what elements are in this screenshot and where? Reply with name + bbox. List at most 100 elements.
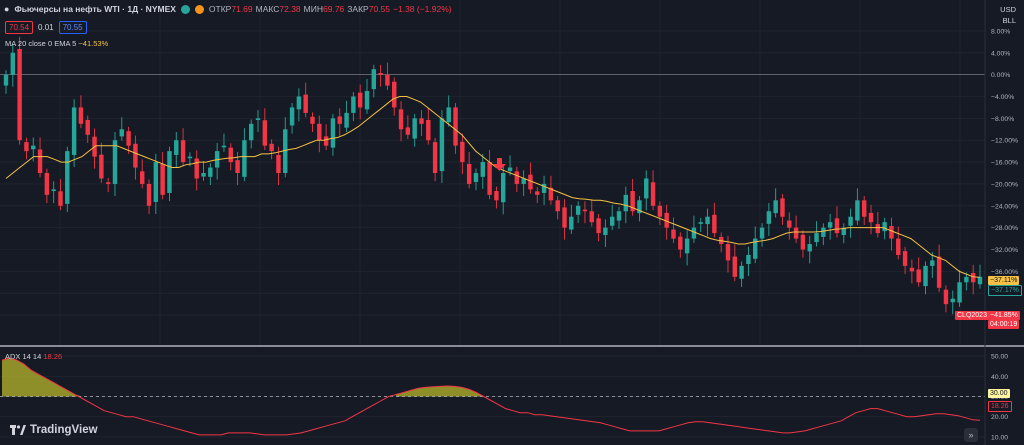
symbol-title[interactable]: Фьючерсы на нефть WTI · 1Д · NYMEX — [14, 4, 176, 14]
candle-body — [848, 216, 853, 226]
scroll-to-realtime-button[interactable]: » — [964, 428, 978, 442]
ohlc-value: −1.38 (−1.92%) — [393, 4, 452, 14]
ma-indicator-label: MA 20 close 0 EMA 5 — [5, 39, 77, 48]
candle-body — [909, 267, 915, 272]
candle-body — [507, 167, 513, 172]
candle-body — [187, 156, 193, 159]
candle-body — [208, 167, 213, 177]
candle-body — [248, 123, 254, 141]
candle-body — [460, 141, 465, 163]
candle-body — [201, 173, 206, 177]
candle-body — [44, 173, 50, 195]
delayed-data-icon[interactable] — [194, 4, 204, 14]
candle-body — [889, 226, 894, 239]
candle-body — [51, 189, 56, 192]
candle-body — [160, 163, 165, 195]
candle-body — [821, 227, 826, 237]
candle-body — [453, 107, 458, 146]
candle-body — [664, 212, 669, 228]
unit-label[interactable]: BLL — [1002, 16, 1016, 25]
candle-body — [337, 116, 342, 124]
ma-indicator-legend[interactable]: MA 20 close 0 EMA 5 −41.53% — [5, 39, 108, 48]
candle-body — [705, 216, 710, 225]
candle-body — [691, 227, 697, 239]
candle-body — [528, 174, 533, 190]
candle-body — [977, 276, 983, 285]
price-tick-label: −20.00% — [991, 181, 1018, 188]
price-tick-label: −32.00% — [991, 247, 1018, 254]
contract-symbol-tag: CLQ2023 — [955, 311, 989, 320]
candle-body — [112, 140, 118, 184]
candle-body — [732, 256, 738, 277]
candle-body — [283, 129, 288, 173]
candle-body — [242, 140, 247, 177]
price-tick-label: 4.00% — [991, 50, 1010, 57]
down-arrow-marker — [493, 158, 506, 171]
candle-body — [950, 298, 955, 303]
candle-body — [235, 160, 240, 173]
candle-body — [392, 81, 397, 108]
bid-ask-row: 70.54 0.01 70.55 — [5, 21, 87, 34]
candle-body — [916, 269, 921, 283]
candle-body — [303, 94, 308, 113]
candle-body — [861, 200, 867, 217]
price-tick-label: 8.00% — [991, 28, 1010, 35]
ohlc-key: МИН — [303, 4, 324, 14]
candle-body — [609, 216, 615, 226]
bar-countdown-tag: 04:00:19 — [988, 320, 1020, 329]
candle-body — [480, 162, 485, 177]
ma-price-tag: −37.11% — [988, 276, 1020, 285]
candle-body — [494, 191, 499, 201]
ohlc-key: ОТКР — [208, 4, 232, 14]
candle-body — [936, 256, 942, 288]
ohlc-value: 69.76 — [323, 4, 345, 14]
candle-body — [678, 236, 683, 250]
ohlc-value: 71.69 — [231, 4, 253, 14]
candle-body — [725, 244, 731, 261]
adx-indicator-legend[interactable]: ADX 14 14 18.26 — [5, 352, 62, 361]
candlestick-series — [3, 36, 983, 315]
price-tick-label: −36.00% — [991, 269, 1018, 276]
candle-body — [385, 74, 390, 86]
candle-body — [623, 194, 629, 212]
candle-body — [868, 212, 874, 223]
candle-body — [31, 145, 36, 150]
bid-price[interactable]: 70.54 — [5, 21, 34, 34]
adx-indicator-value: 18.26 — [43, 352, 63, 361]
candle-body — [146, 183, 152, 206]
candle-body — [10, 52, 16, 75]
brand-name: TradingView — [30, 424, 98, 436]
candle-body — [24, 142, 29, 152]
candle-body — [569, 216, 574, 230]
candle-body — [780, 198, 785, 217]
candle-body — [923, 265, 928, 287]
current-price-tag: −41.85% — [988, 311, 1020, 320]
candle-body — [473, 173, 479, 183]
ohlc-value: 72.38 — [279, 4, 301, 14]
candle-body — [800, 234, 806, 250]
candle-body — [684, 238, 690, 254]
candle-body — [637, 200, 642, 214]
price-tick-label: 0.00% — [991, 72, 1010, 79]
candle-body — [930, 260, 935, 266]
candle-body — [650, 182, 656, 206]
drop-icon: ● — [4, 4, 10, 14]
candle-body — [405, 127, 411, 135]
candle-body — [630, 191, 635, 212]
ask-price[interactable]: 70.55 — [58, 21, 87, 34]
candle-body — [126, 131, 131, 146]
candle-body — [153, 162, 159, 202]
candle-body — [943, 289, 949, 305]
market-status-icon[interactable] — [180, 4, 190, 14]
candle-body — [753, 238, 758, 259]
scale-settings[interactable]: USD BLL — [1000, 4, 1016, 26]
tradingview-logo[interactable]: TradingView — [10, 424, 98, 436]
candle-body — [814, 233, 819, 243]
candle-body — [330, 118, 336, 148]
candle-body — [698, 222, 703, 224]
adx-line — [1, 357, 981, 436]
candle-body — [174, 140, 179, 155]
currency-label[interactable]: USD — [1000, 5, 1016, 14]
price-tick-label: −16.00% — [991, 160, 1018, 167]
